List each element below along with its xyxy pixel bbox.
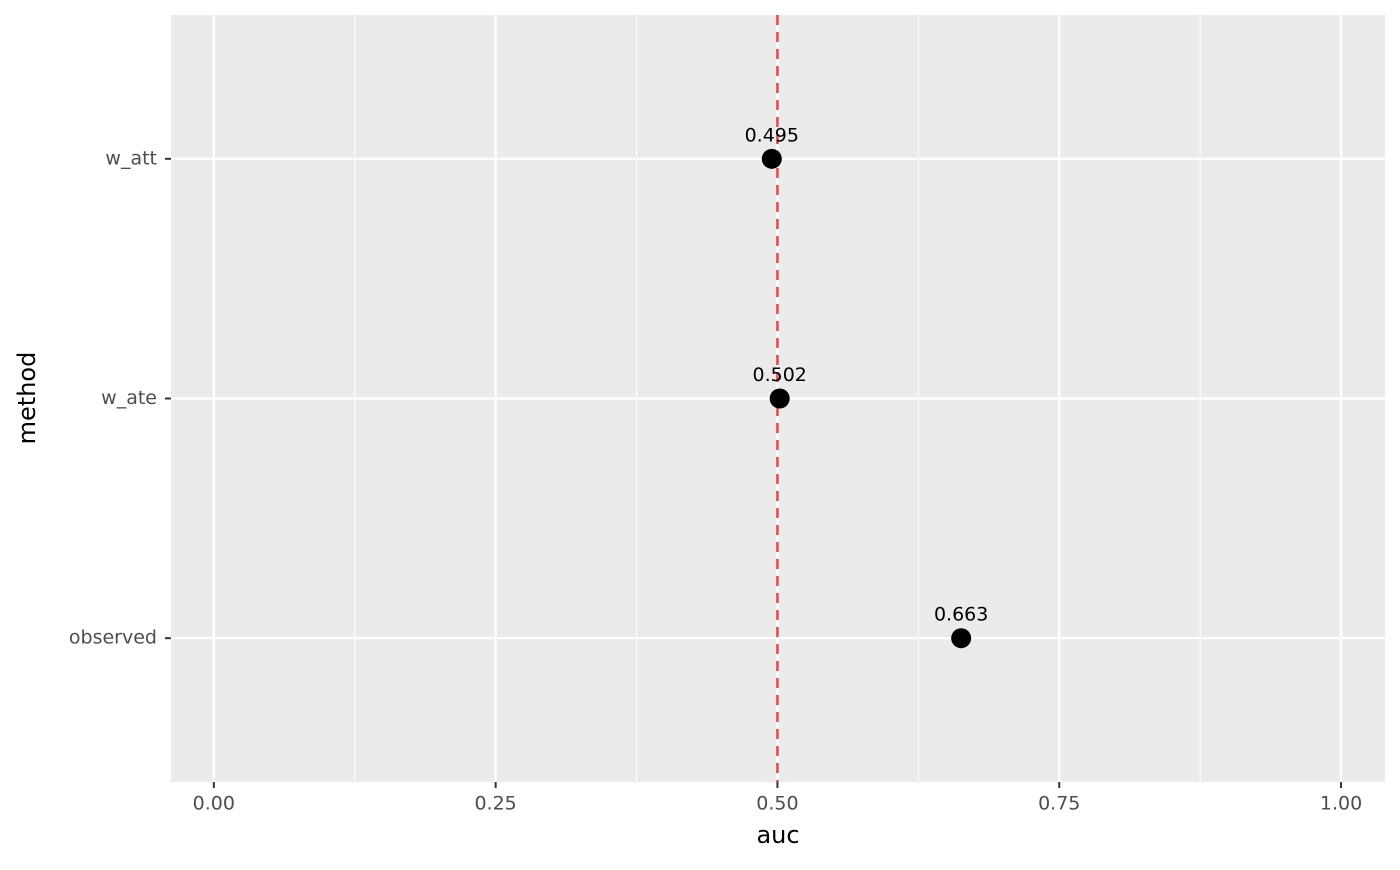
x-tick-label: 0.25 [474,793,516,815]
y-tick-label: w_ate [101,387,157,409]
x-tick-label: 1.00 [1320,793,1362,815]
data-label: 0.663 [934,604,988,626]
data-label: 0.495 [745,124,799,146]
x-tick-label: 0.75 [1038,793,1080,815]
dot [951,628,972,649]
y-tick-label: w_att [105,147,157,169]
x-tick-label: 0.50 [756,793,798,815]
x-tick-label: 0.00 [193,793,235,815]
dot [769,388,790,409]
x-axis-title: auc [756,821,799,849]
y-tick-label: observed [69,627,157,649]
data-label: 0.502 [752,364,806,386]
dot [761,148,782,169]
y-axis-title: method [13,352,41,445]
